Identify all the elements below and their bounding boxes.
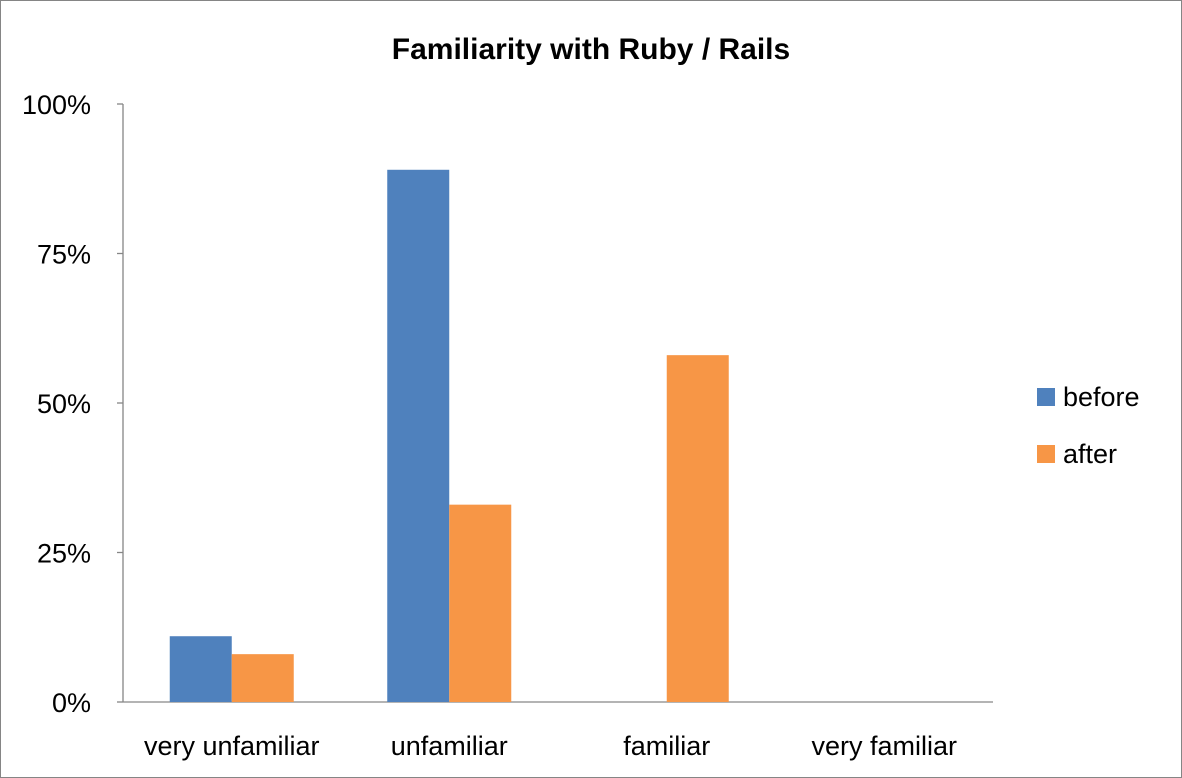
bar-after-very-unfamiliar: [231, 654, 294, 702]
y-tick-label: 100%: [22, 90, 91, 120]
y-tick-label: 50%: [37, 389, 91, 419]
chart-title: Familiarity with Ruby / Rails: [392, 33, 790, 66]
legend-swatch-before: [1037, 388, 1055, 406]
x-tick-label: very unfamiliar: [144, 731, 320, 761]
legend-label-after: after: [1063, 439, 1117, 469]
y-tick-label: 75%: [37, 240, 91, 270]
plot-area: 0% 25% 50% 75% 100% very unfamiliar unfamiliar…: [22, 90, 993, 761]
bar-after-familiar: [666, 355, 729, 702]
bar-before-very-unfamiliar: [169, 636, 232, 702]
y-tick-label: 25%: [37, 539, 91, 569]
y-tick-label: 0%: [52, 688, 91, 718]
x-tick-label: unfamiliar: [391, 731, 508, 761]
x-tick-label: familiar: [623, 731, 710, 761]
bar-after-unfamiliar: [449, 504, 512, 702]
legend-label-before: before: [1063, 382, 1140, 412]
legend: before after: [1037, 382, 1140, 469]
x-tick-label: very familiar: [811, 731, 957, 761]
legend-swatch-after: [1037, 445, 1055, 463]
bar-before-unfamiliar: [387, 169, 450, 702]
